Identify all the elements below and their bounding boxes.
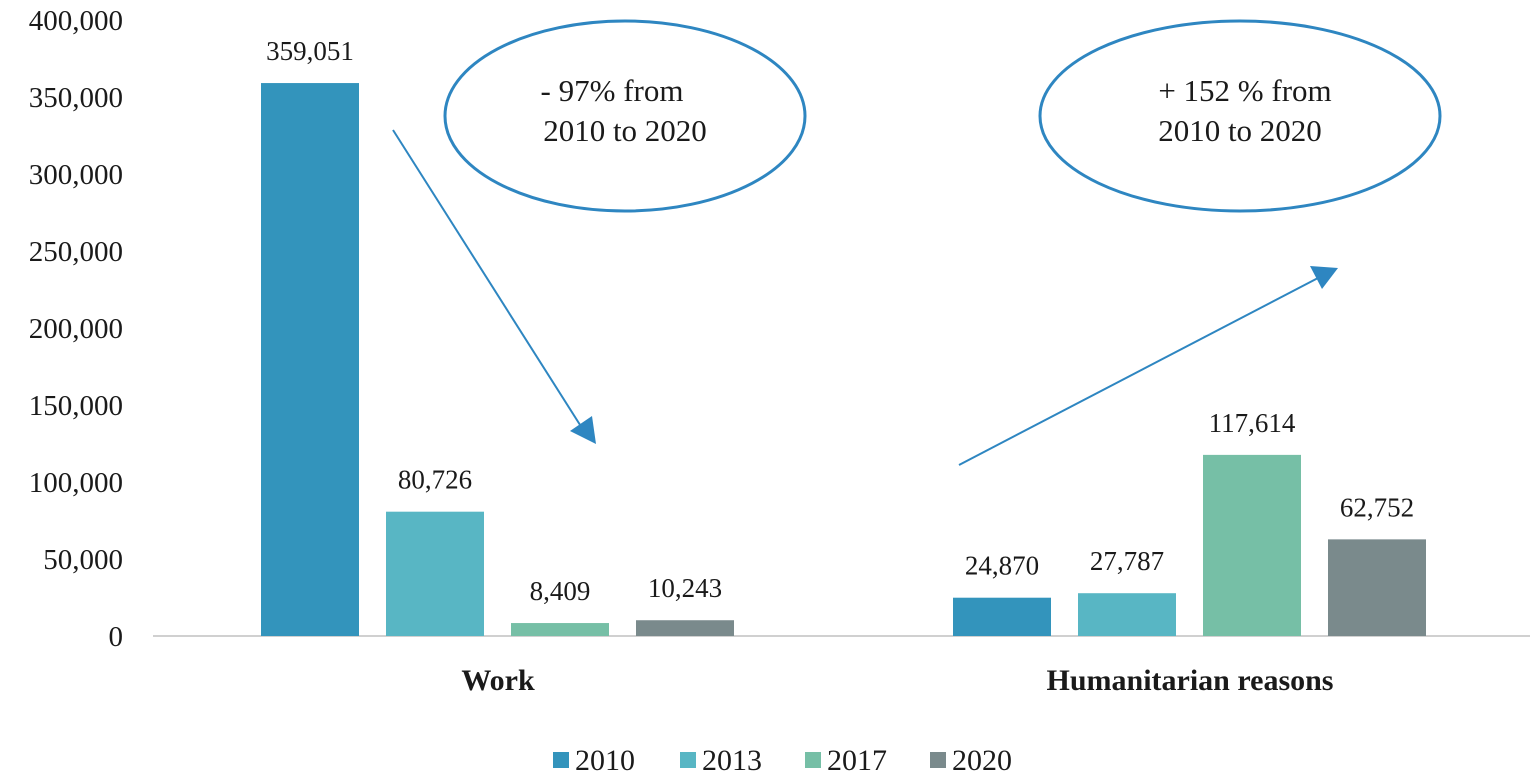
trend-arrow-up-line — [958, 277, 1319, 466]
data-label: 359,051 — [266, 36, 354, 66]
category-label-work: Work — [461, 664, 535, 697]
legend-label-2020: 2020 — [952, 744, 1012, 777]
data-label: 27,787 — [1090, 546, 1164, 576]
data-label: 117,614 — [1209, 408, 1296, 438]
annotation-ellipse-work — [443, 19, 807, 213]
annotation-humanitarian-line-1: + 152 % from — [1158, 73, 1331, 108]
bar-2013-humanitarian — [1078, 593, 1176, 636]
trend-arrow-down-line — [392, 129, 583, 429]
y-tick-label: 400,000 — [29, 5, 123, 37]
bar-2017-work — [511, 623, 609, 636]
bar-2010-humanitarian — [953, 597, 1051, 636]
legend-swatch-2020 — [930, 752, 946, 768]
data-label: 10,243 — [648, 573, 722, 603]
category-label-humanitarian-reasons: Humanitarian reasons — [1047, 664, 1334, 697]
y-tick-label: 0 — [109, 621, 124, 653]
bar-2010-work — [261, 83, 359, 636]
y-tick-label: 200,000 — [29, 313, 123, 345]
y-tick-label: 150,000 — [29, 390, 123, 422]
bar-2020-work — [636, 620, 734, 636]
legend-swatch-2017 — [805, 752, 821, 768]
legend-label-2017: 2017 — [827, 744, 887, 777]
data-label: 80,726 — [398, 465, 472, 495]
y-tick-label: 300,000 — [29, 159, 123, 191]
legend-swatch-2010 — [553, 752, 569, 768]
annotations: - 97% from 2010 to 2020 + 152 % from 201… — [392, 19, 1442, 466]
legend-swatch-2013 — [680, 752, 696, 768]
annotation-humanitarian-line-2: 2010 to 2020 — [1158, 113, 1322, 148]
y-tick-label: 350,000 — [29, 82, 123, 114]
bar-2017-humanitarian — [1203, 454, 1301, 636]
trend-arrow-up-head — [1310, 266, 1338, 289]
annotation-ellipse-humanitarian — [1038, 19, 1442, 213]
legend-label-2010: 2010 — [575, 744, 635, 777]
trend-arrow-down-head — [570, 416, 596, 444]
bars — [261, 83, 1426, 636]
legend-label-2013: 2013 — [702, 744, 762, 777]
data-label: 62,752 — [1340, 492, 1414, 522]
x-axis-categories: Work Humanitarian reasons — [461, 664, 1333, 697]
legend: 2010 2013 2017 2020 — [553, 744, 1012, 777]
y-tick-label: 250,000 — [29, 236, 123, 268]
y-axis: 0 50,000 100,000 150,000 200,000 250,000 300,0… — [29, 5, 123, 653]
bar-2020-humanitarian — [1328, 539, 1426, 636]
data-labels: 359,051 80,726 8,409 10,243 24,870 27,787 117,… — [266, 36, 1414, 606]
annotation-work-line-1: - 97% from — [541, 73, 684, 108]
data-label: 8,409 — [530, 576, 591, 606]
data-label: 24,870 — [965, 551, 1039, 581]
annotation-work-line-2: 2010 to 2020 — [543, 113, 707, 148]
y-tick-label: 50,000 — [43, 544, 123, 576]
bar-2013-work — [386, 511, 484, 636]
y-tick-label: 100,000 — [29, 467, 123, 499]
